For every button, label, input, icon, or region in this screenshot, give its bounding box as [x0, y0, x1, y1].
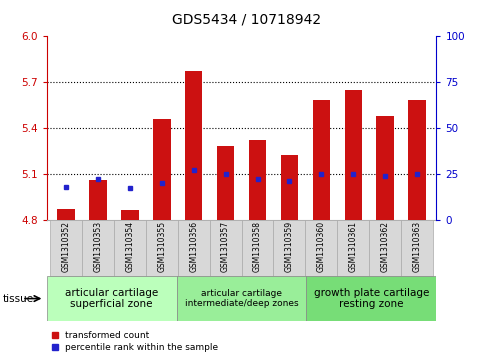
Legend: transformed count, percentile rank within the sample: transformed count, percentile rank withi… [51, 331, 218, 352]
Bar [121, 211, 139, 220]
Text: GDS5434 / 10718942: GDS5434 / 10718942 [172, 13, 321, 27]
Text: GSM1310361: GSM1310361 [349, 221, 358, 272]
Text: tissue: tissue [2, 294, 34, 303]
Text: GSM1310356: GSM1310356 [189, 221, 198, 272]
Text: GSM1310353: GSM1310353 [93, 221, 103, 272]
FancyBboxPatch shape [337, 220, 369, 276]
Bar [281, 155, 298, 220]
Bar [377, 116, 394, 220]
Text: GSM1310362: GSM1310362 [381, 221, 390, 272]
FancyBboxPatch shape [401, 220, 433, 276]
FancyBboxPatch shape [114, 220, 146, 276]
Text: GSM1310354: GSM1310354 [125, 221, 134, 272]
Bar [89, 180, 106, 220]
Bar [345, 90, 362, 220]
Bar [217, 146, 234, 220]
Text: GSM1310358: GSM1310358 [253, 221, 262, 272]
Text: GSM1310360: GSM1310360 [317, 221, 326, 272]
FancyBboxPatch shape [274, 220, 306, 276]
FancyBboxPatch shape [369, 220, 401, 276]
FancyBboxPatch shape [146, 220, 177, 276]
FancyBboxPatch shape [176, 276, 307, 321]
Bar [185, 72, 203, 220]
FancyBboxPatch shape [82, 220, 114, 276]
Bar [153, 119, 171, 220]
Text: GSM1310355: GSM1310355 [157, 221, 166, 272]
Bar [313, 101, 330, 220]
FancyBboxPatch shape [210, 220, 242, 276]
Text: growth plate cartilage
resting zone: growth plate cartilage resting zone [314, 288, 429, 309]
Text: GSM1310359: GSM1310359 [285, 221, 294, 272]
FancyBboxPatch shape [307, 276, 436, 321]
FancyBboxPatch shape [177, 220, 210, 276]
Bar [249, 140, 266, 220]
FancyBboxPatch shape [306, 220, 337, 276]
Text: articular cartilage
superficial zone: articular cartilage superficial zone [65, 288, 158, 309]
Text: GSM1310357: GSM1310357 [221, 221, 230, 272]
FancyBboxPatch shape [242, 220, 274, 276]
FancyBboxPatch shape [50, 220, 82, 276]
Text: GSM1310363: GSM1310363 [413, 221, 422, 272]
Bar [408, 101, 426, 220]
Bar [57, 209, 75, 220]
Text: GSM1310352: GSM1310352 [62, 221, 70, 272]
Text: articular cartilage
intermediate/deep zones: articular cartilage intermediate/deep zo… [185, 289, 298, 308]
FancyBboxPatch shape [47, 276, 176, 321]
